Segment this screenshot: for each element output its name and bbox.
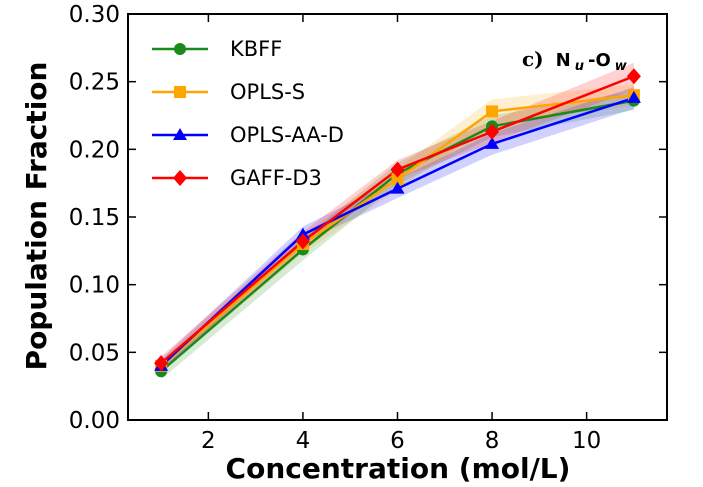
- legend-marker-kbff: [174, 43, 186, 55]
- plot-frame: [127, 13, 668, 421]
- y-tick-label-5: 0.25: [69, 70, 120, 96]
- band-gaff-d3: [161, 62, 634, 370]
- annotation-prefix: c): [522, 47, 544, 71]
- x-tick-label-8: 8: [485, 428, 500, 454]
- legend-label-opls-s: OPLS-S: [230, 80, 305, 104]
- panel-annotation: c) N u -O w: [522, 47, 628, 74]
- marker-gaff-d3-4: [626, 68, 641, 85]
- marker-opls-aa-d-3: [485, 136, 500, 149]
- x-tick-label-6: 6: [390, 428, 405, 454]
- annotation-o: -O: [588, 50, 611, 71]
- marker-opls-aa-d-2: [390, 181, 405, 194]
- legend-label-gaff-d3: GAFF-D3: [230, 166, 322, 190]
- legend: KBFF OPLS-S OPLS-AA-D GAFF-D3: [152, 37, 344, 190]
- marker-opls-s-2: [391, 173, 404, 186]
- confidence-bands: [161, 62, 634, 380]
- x-tick-label-2: 2: [201, 428, 216, 454]
- marker-opls-aa-d-4: [626, 90, 641, 103]
- x-tick-label-4: 4: [296, 428, 311, 454]
- legend-label-opls-aa-d: OPLS-AA-D: [230, 123, 344, 147]
- marker-gaff-d3-2: [390, 161, 405, 178]
- series-markers: [154, 68, 641, 378]
- marker-gaff-d3-3: [485, 123, 500, 140]
- y-tick-label-1: 0.05: [69, 340, 120, 366]
- marker-gaff-d3-1: [295, 233, 310, 250]
- band-opls-aa-d: [161, 87, 634, 373]
- y-tick-label-6: 0.30: [69, 2, 120, 28]
- annotation-sub-w: w: [615, 59, 628, 74]
- legend-marker-opls-aa-d: [173, 128, 187, 140]
- marker-opls-s-3: [486, 105, 499, 118]
- x-tick-label-10: 10: [572, 428, 601, 454]
- annotation-n: N: [556, 50, 571, 71]
- annotation-sub-u: u: [575, 59, 584, 74]
- legend-marker-opls-s: [174, 86, 186, 98]
- y-tick-label-3: 0.15: [69, 205, 120, 231]
- y-tick-label-4: 0.20: [69, 137, 120, 163]
- legend-label-kbff: KBFF: [230, 37, 282, 61]
- tick-labels: 2 4 6 8 10 0.00 0.05 0.10 0.15 0.20 0.25 0.30: [69, 2, 601, 454]
- axes: [127, 13, 668, 421]
- marker-gaff-d3-0: [154, 355, 169, 372]
- y-axis-title: Population Fraction: [20, 62, 53, 371]
- x-axis-title: Concentration (mol/L): [226, 452, 571, 485]
- y-tick-label-0: 0.00: [69, 408, 120, 434]
- series-lines: [160, 75, 635, 373]
- y-tick-label-2: 0.10: [69, 273, 120, 299]
- legend-marker-gaff-d3: [173, 170, 187, 186]
